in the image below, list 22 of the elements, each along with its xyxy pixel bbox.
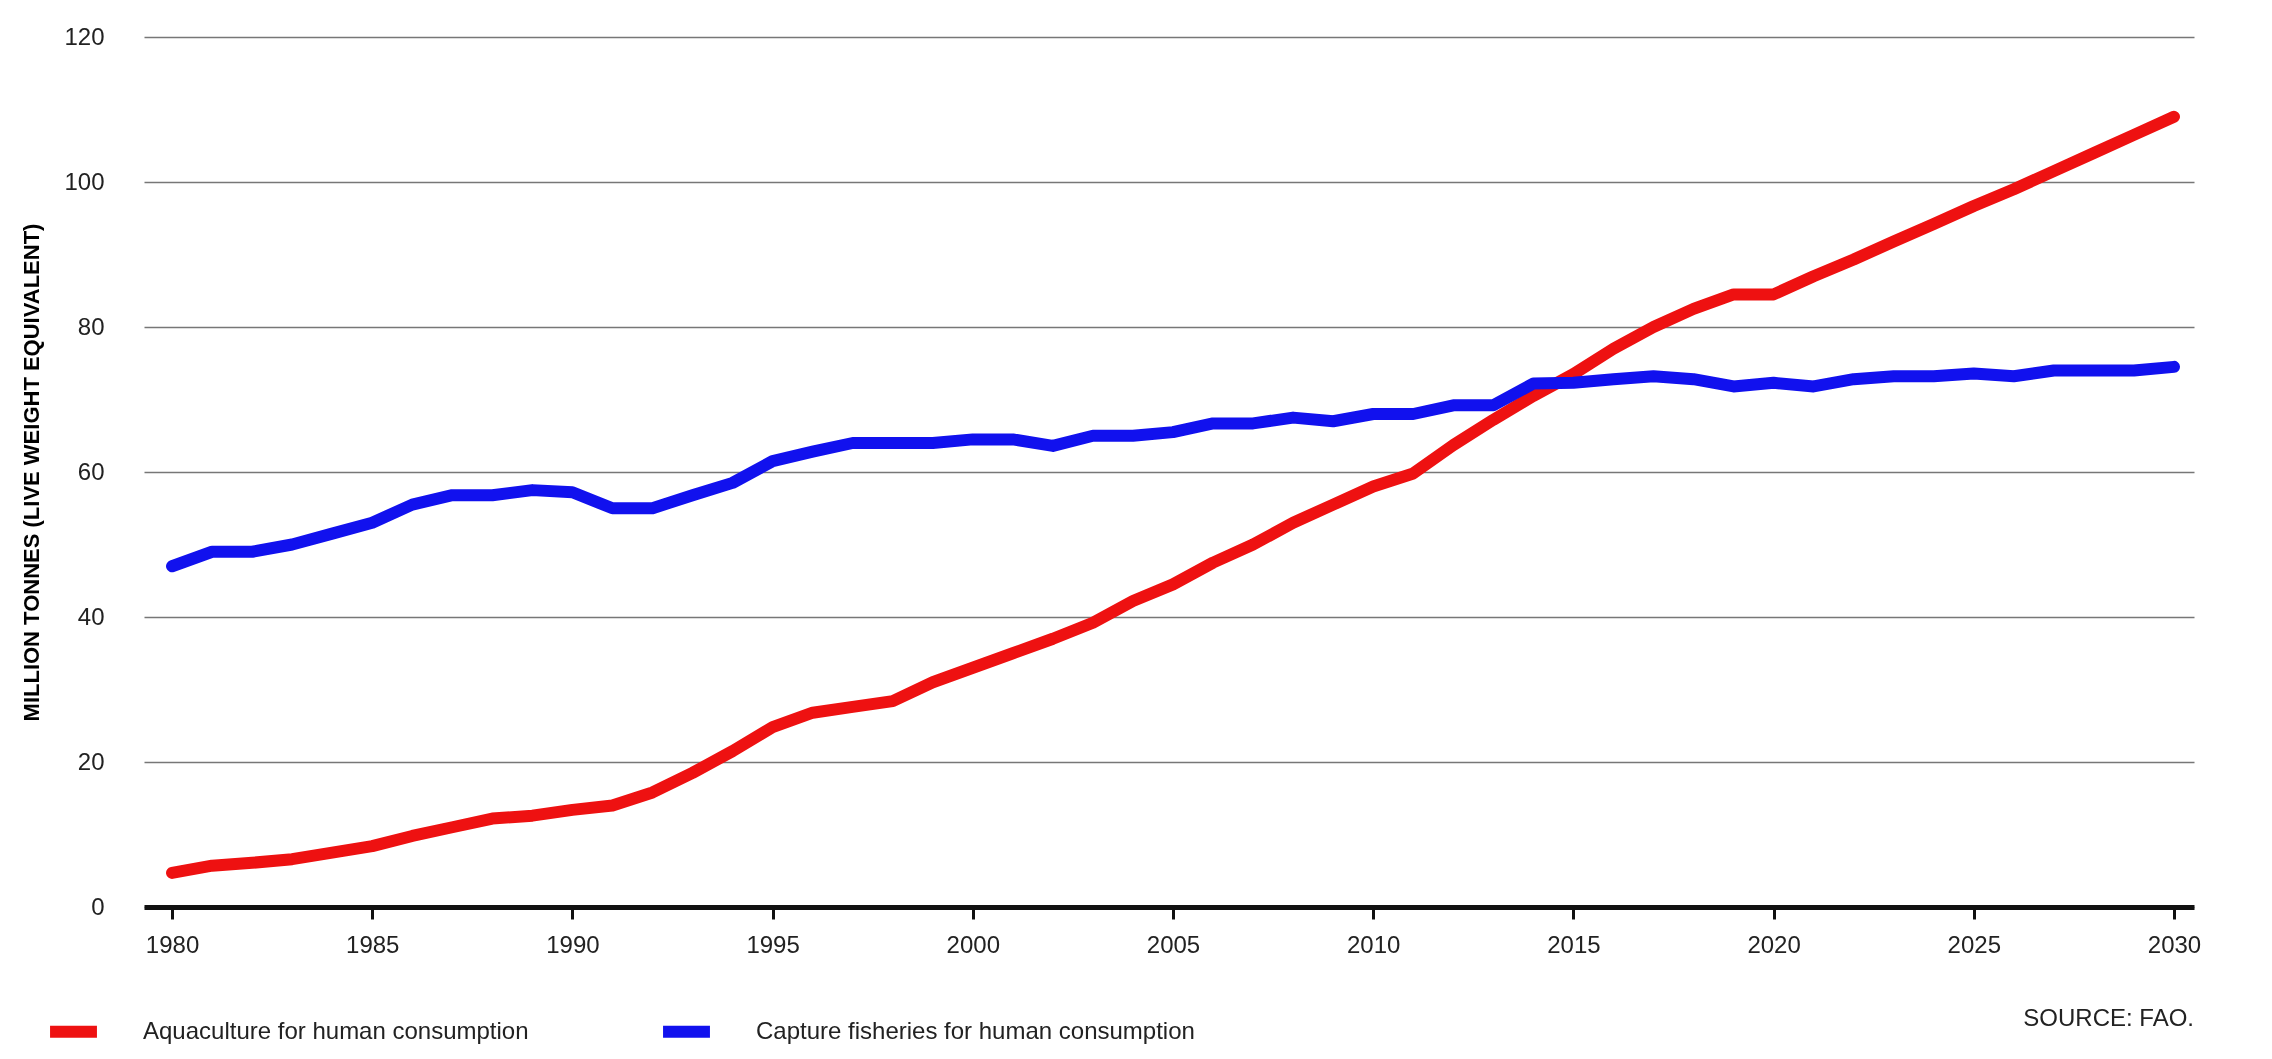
y-tick-label: 0	[91, 892, 105, 920]
x-tick-label: 2020	[1747, 930, 1801, 958]
x-tick-label: 1990	[546, 930, 600, 958]
y-tick-label: 40	[77, 602, 105, 630]
x-tick-label: 2000	[946, 930, 1000, 958]
x-tick-label: 2005	[1146, 930, 1201, 958]
x-tick-label: 1995	[746, 930, 800, 958]
x-tick-label: 2015	[1547, 930, 1601, 958]
x-tick-label: 2025	[1947, 930, 2001, 958]
y-axis-title: MILLION TONNES (LIVE WEIGHT EQUIVALENT)	[19, 223, 45, 722]
x-tick-label: 2030	[2147, 930, 2202, 958]
x-tick-label: 1980	[145, 930, 200, 958]
y-tick-label: 80	[77, 312, 105, 340]
y-tick-label: 20	[77, 747, 105, 775]
y-tick-label: 100	[64, 167, 105, 195]
y-tick-label: 120	[64, 22, 105, 50]
legend-label: Aquaculture for human consumption	[143, 1016, 529, 1044]
x-tick-label: 2010	[1347, 930, 1401, 958]
x-tick-label: 1985	[346, 930, 400, 958]
source-note: SOURCE: FAO.	[2023, 1004, 2194, 1031]
y-tick-label: 60	[77, 457, 105, 485]
legend-label: Capture fisheries for human consumption	[756, 1016, 1195, 1044]
